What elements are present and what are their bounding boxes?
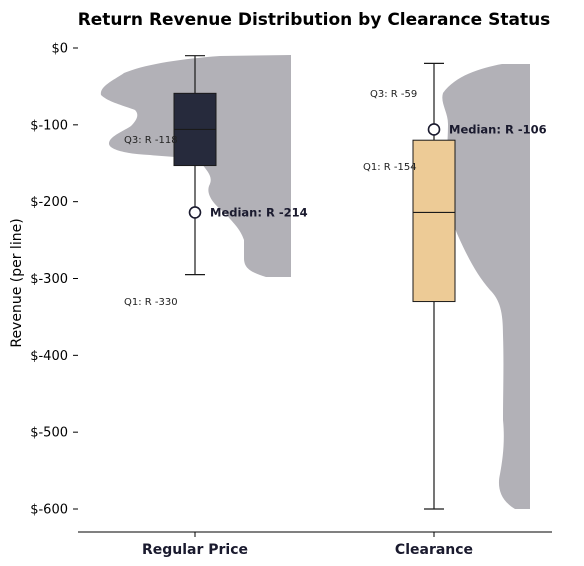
- y-tick-label: $-600: [30, 503, 68, 518]
- box-layer: [173, 55, 456, 510]
- y-tick-label: $-100: [30, 118, 68, 133]
- y-axis: $0 $-100 $-200 $-300 $-400 $-500 $-600: [30, 42, 78, 518]
- median-marker: [427, 123, 441, 136]
- density-regular-price: [100, 55, 291, 277]
- q3-label: Q3: R -59: [370, 89, 417, 100]
- y-tick-label: $0: [51, 42, 68, 57]
- q3-label: Q3: R -118: [124, 135, 178, 146]
- q1-label: Q1: R -330: [124, 297, 178, 308]
- annotation-layer: Q3: R -118 Q1: R -330 Median: R -214 Q3: R …: [124, 89, 547, 308]
- x-axis: Regular Price Clearance: [142, 532, 473, 558]
- x-tick-label: Clearance: [395, 542, 473, 558]
- median-marker: [188, 206, 202, 219]
- box-iqr: [412, 139, 456, 303]
- density-layer: [100, 55, 530, 509]
- density-clearance: [442, 64, 530, 509]
- y-tick-label: $-500: [30, 426, 68, 441]
- y-tick-label: $-200: [30, 195, 68, 210]
- y-axis-title: Revenue (per line): [9, 218, 25, 347]
- q1-label: Q1: R -154: [363, 162, 417, 173]
- chart-title: Return Revenue Distribution by Clearance…: [78, 10, 551, 30]
- x-tick-label: Regular Price: [142, 542, 248, 558]
- median-label: Median: R -214: [210, 205, 308, 219]
- y-tick-label: $-400: [30, 349, 68, 364]
- y-tick-label: $-300: [30, 272, 68, 287]
- median-label: Median: R -106: [449, 122, 547, 136]
